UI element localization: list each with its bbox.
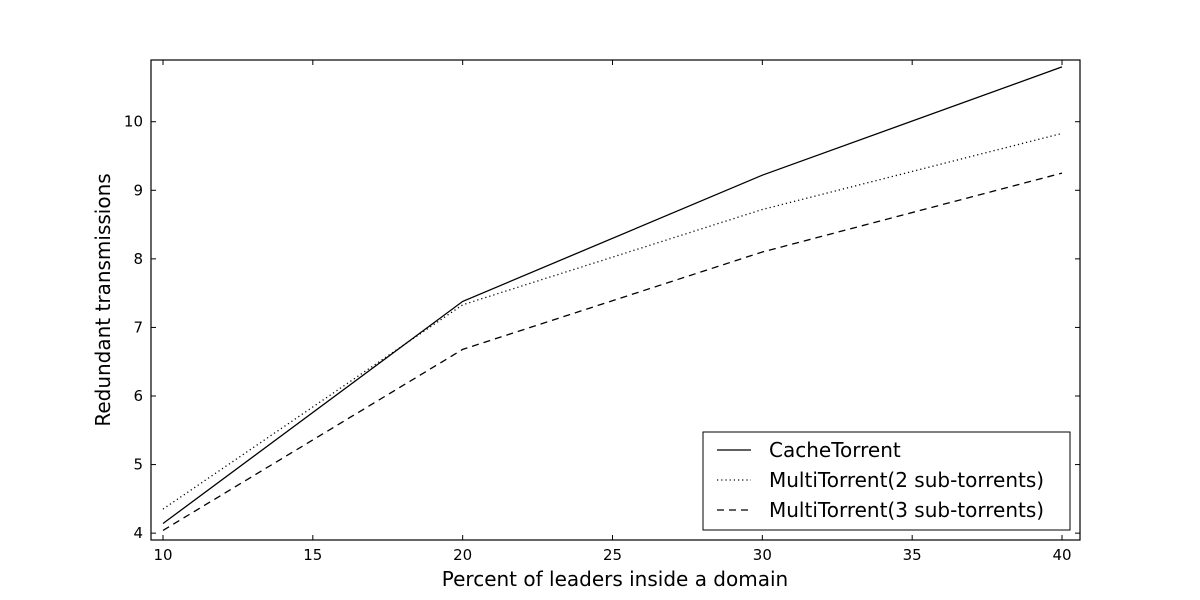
x-tick-label: 40 xyxy=(1052,546,1071,564)
y-tick-label: 9 xyxy=(133,181,143,199)
x-axis-label: Percent of leaders inside a domain xyxy=(442,567,788,591)
series-line-1 xyxy=(162,66,1063,525)
legend-label-3: MultiTorrent(3 sub-torrents) xyxy=(769,498,1044,522)
y-tick-label: 6 xyxy=(133,387,143,405)
x-tick-label: 25 xyxy=(603,546,622,564)
x-tick-label: 20 xyxy=(453,546,472,564)
x-tick-label: 35 xyxy=(903,546,922,564)
x-tick-label: 10 xyxy=(153,546,172,564)
x-tick-label: 30 xyxy=(753,546,772,564)
plot-area xyxy=(162,66,1063,531)
plot-frame xyxy=(150,59,1081,541)
y-tick-label: 5 xyxy=(133,456,143,474)
y-tick-label: 4 xyxy=(133,524,143,542)
legend-label-1: CacheTorrent xyxy=(769,438,901,462)
series-line-2 xyxy=(162,132,1063,510)
legend-box xyxy=(702,431,1071,531)
y-tick-label: 10 xyxy=(124,113,143,131)
legend-label-2: MultiTorrent(2 sub-torrents) xyxy=(769,468,1044,492)
legend: CacheTorrent MultiTorrent(2 sub-torrents)… xyxy=(702,431,1071,531)
x-tick-label: 15 xyxy=(303,546,322,564)
y-tick-label: 7 xyxy=(133,318,143,336)
y-tick-label: 8 xyxy=(133,250,143,268)
series-line-3 xyxy=(162,172,1063,531)
y-axis-label: Redundant transmissions xyxy=(91,173,115,426)
